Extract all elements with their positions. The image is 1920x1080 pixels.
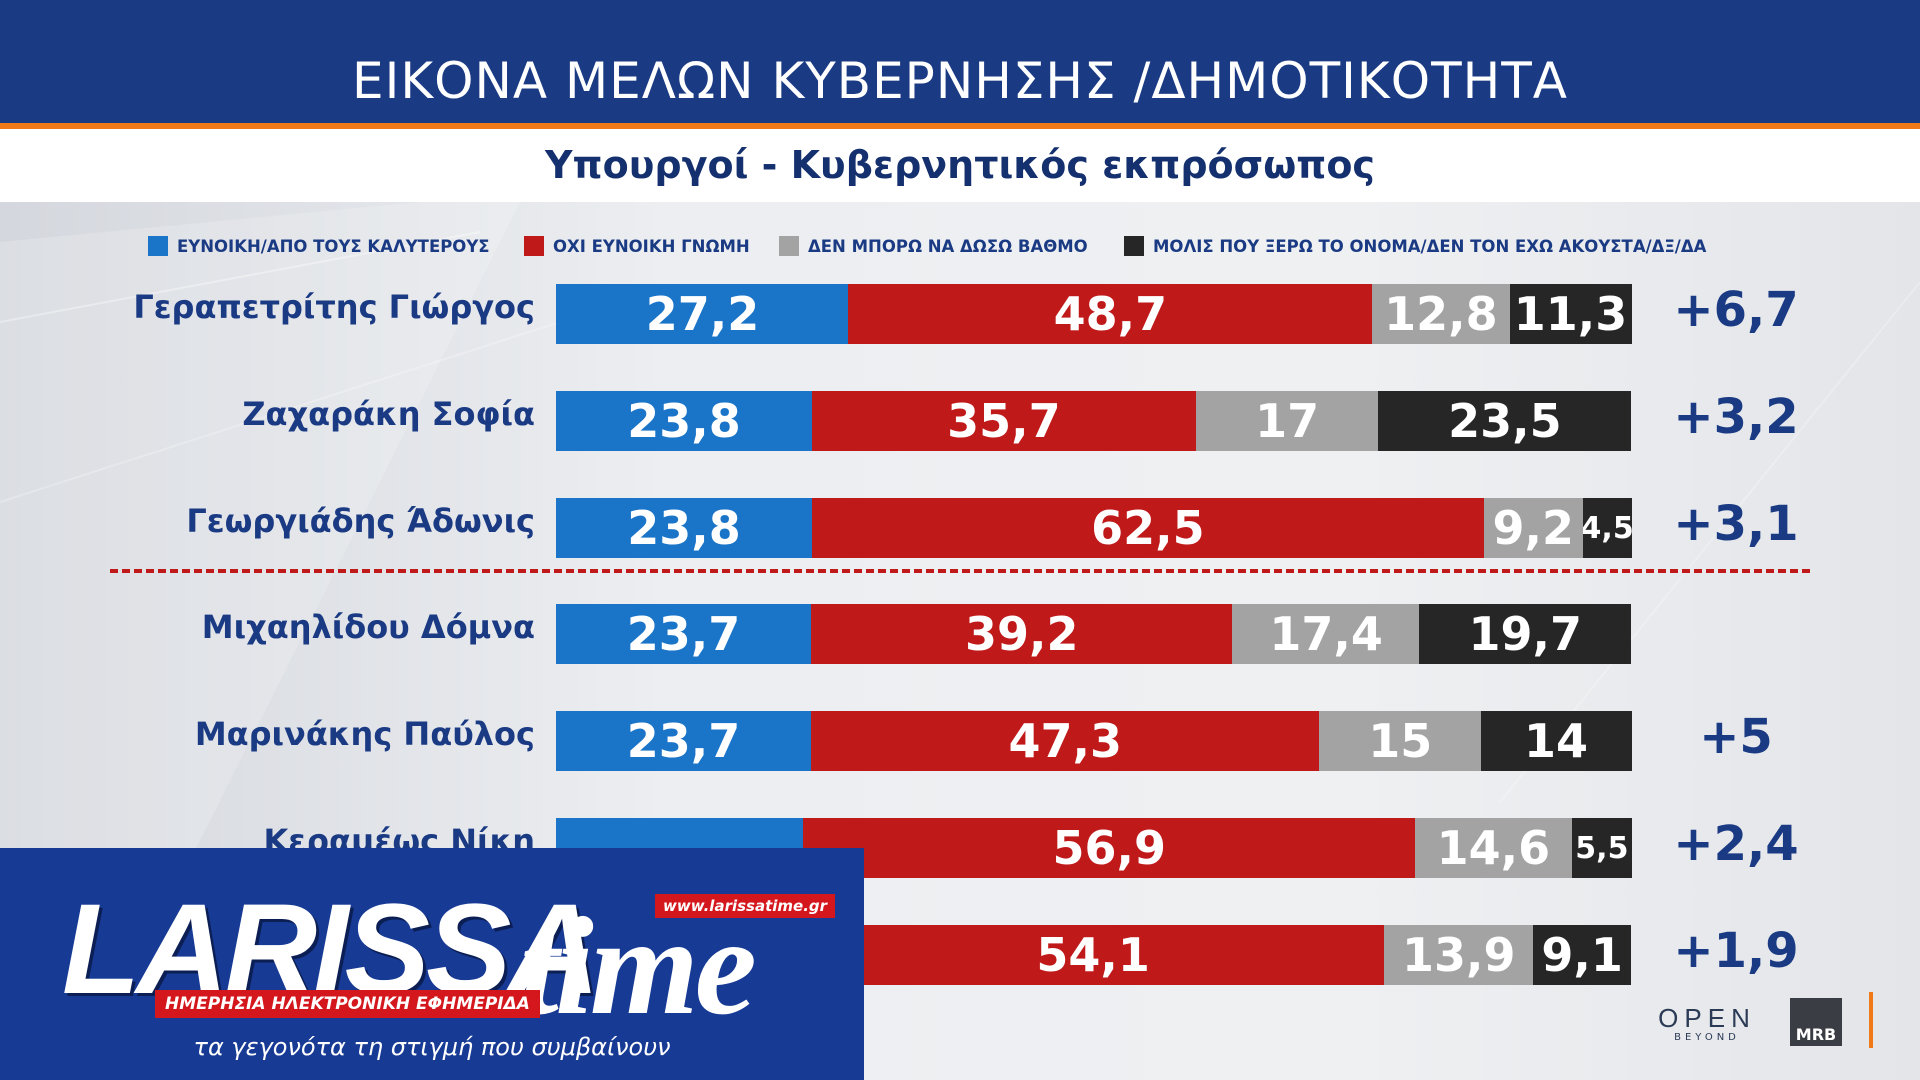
mrb-logo: MRB bbox=[1790, 998, 1842, 1046]
bar-unfavorable-row-2: 35,7 bbox=[811, 391, 1196, 451]
bar-unfavorable-row-1: 48,7 bbox=[848, 284, 1373, 344]
bar-barely-know-row-4: 19,7 bbox=[1419, 604, 1632, 664]
logo-slogan: τα γεγονότα τη στιγμή που συμβαίνουν bbox=[193, 1033, 671, 1061]
logo-url: www.larissatime.gr bbox=[655, 894, 836, 918]
legend-item-unfavorable: ΟΧΙ ΕΥΝΟΙΚΗ ΓΝΩΜΗ bbox=[524, 234, 750, 258]
bar-favorable-row-3: 23,8 bbox=[556, 498, 812, 558]
bar-favorable-row-4: 23,7 bbox=[556, 604, 811, 664]
bar-cannot-rate-row-4: 17,4 bbox=[1232, 604, 1421, 664]
legend-swatch-unfavorable bbox=[524, 236, 544, 256]
legend-item-favorable: ΕΥΝΟΙΚΗ/ΑΠΟ ΤΟΥΣ ΚΑΛΥΤΕΡΟΥΣ bbox=[148, 234, 490, 258]
bar-cannot-rate-row-1: 12,8 bbox=[1371, 284, 1510, 344]
chart-subtitle: Υπουργοί - Κυβερνητικός εκπρόσωπος bbox=[545, 143, 1375, 187]
bar-barely-know-row-6: 5,5 bbox=[1571, 818, 1632, 878]
bar-favorable-row-2: 23,8 bbox=[556, 391, 812, 451]
row-name-5: Μαρινάκης Παύλος bbox=[194, 715, 535, 753]
change-label-row-6: +2,4 bbox=[1673, 816, 1799, 872]
legend-item-barely-know: ΜΟΛΙΣ ΠΟΥ ΞΕΡΩ ΤΟ ΟΝΟΜΑ/ΔΕΝ ΤΟΝ ΕΧΩ ΑΚΟΥ… bbox=[1124, 234, 1706, 258]
legend-label-unfavorable: ΟΧΙ ΕΥΝΟΙΚΗ ΓΝΩΜΗ bbox=[553, 236, 750, 256]
bar-cannot-rate-row-3: 9,2 bbox=[1483, 498, 1583, 558]
larissatime-logo: LARISSA time www.larissatime.gr ΗΜΕΡΗΣΙΑ… bbox=[0, 848, 864, 1080]
change-label-row-5: +5 bbox=[1699, 709, 1773, 765]
open-logo-sub: BEYOND bbox=[1674, 1032, 1740, 1043]
row-name-1: Γεραπετρίτης Γιώργος bbox=[133, 288, 535, 326]
footer-accent-line bbox=[1869, 992, 1873, 1048]
legend-item-cannot-rate: ΔΕΝ ΜΠΟΡΩ ΝΑ ΔΩΣΩ ΒΑΘΜΟ bbox=[779, 234, 1088, 258]
bar-cannot-rate-row-7: 13,9 bbox=[1383, 925, 1534, 985]
bar-unfavorable-row-6: 56,9 bbox=[803, 818, 1416, 878]
bar-unfavorable-row-5: 47,3 bbox=[810, 711, 1320, 771]
change-label-row-2: +3,2 bbox=[1673, 389, 1799, 445]
open-logo-main: OPEN bbox=[1658, 1003, 1756, 1033]
bar-unfavorable-row-7: 54,1 bbox=[802, 925, 1385, 985]
bar-cannot-rate-row-5: 15 bbox=[1319, 711, 1482, 771]
bar-barely-know-row-2: 23,5 bbox=[1378, 391, 1632, 451]
row-name-4: Μιχαηλίδου Δόμνα bbox=[201, 608, 535, 646]
open-beyond-logo: OPEN BEYOND bbox=[1652, 1003, 1762, 1043]
bar-favorable-row-1: 27,2 bbox=[556, 284, 849, 344]
page-title: ΕΙΚΟΝΑ ΜΕΛΩΝ ΚΥΒΕΡΝΗΣΗΣ /ΔΗΜΟΤΙΚΟΤΗΤΑ bbox=[352, 52, 1568, 110]
legend-swatch-favorable bbox=[148, 236, 168, 256]
header-bar: ΕΙΚΟΝΑ ΜΕΛΩΝ ΚΥΒΕΡΝΗΣΗΣ /ΔΗΜΟΤΙΚΟΤΗΤΑ bbox=[0, 0, 1920, 123]
change-label-row-7: +1,9 bbox=[1673, 923, 1799, 979]
bar-barely-know-row-3: 4,5 bbox=[1582, 498, 1632, 558]
bar-favorable-row-5: 23,7 bbox=[556, 711, 811, 771]
bar-unfavorable-row-3: 62,5 bbox=[811, 498, 1484, 558]
bar-cannot-rate-row-6: 14,6 bbox=[1414, 818, 1572, 878]
bar-barely-know-row-5: 14 bbox=[1480, 711, 1632, 771]
row-name-2: Ζαχαράκη Σοφία bbox=[242, 395, 535, 433]
group-divider bbox=[110, 569, 1810, 573]
change-label-row-3: +3,1 bbox=[1673, 496, 1799, 552]
header-accent-line bbox=[0, 123, 1920, 129]
logo-tagline: ΗΜΕΡΗΣΙΑ ΗΛΕΚΤΡΟΝΙΚΗ ΕΦΗΜΕΡΙΔΑ bbox=[155, 990, 540, 1018]
bar-unfavorable-row-4: 39,2 bbox=[810, 604, 1233, 664]
change-label-row-1: +6,7 bbox=[1673, 282, 1799, 338]
legend-label-barely-know: ΜΟΛΙΣ ΠΟΥ ΞΕΡΩ ΤΟ ΟΝΟΜΑ/ΔΕΝ ΤΟΝ ΕΧΩ ΑΚΟΥ… bbox=[1153, 236, 1707, 256]
bar-barely-know-row-1: 11,3 bbox=[1509, 284, 1632, 344]
bar-cannot-rate-row-2: 17 bbox=[1195, 391, 1379, 451]
legend-swatch-barely-know bbox=[1124, 236, 1144, 256]
legend-label-cannot-rate: ΔΕΝ ΜΠΟΡΩ ΝΑ ΔΩΣΩ ΒΑΘΜΟ bbox=[808, 236, 1088, 256]
row-name-3: Γεωργιάδης Άδωνις bbox=[186, 502, 535, 540]
subtitle-band: Υπουργοί - Κυβερνητικός εκπρόσωπος bbox=[0, 129, 1920, 202]
legend-swatch-cannot-rate bbox=[779, 236, 799, 256]
bar-barely-know-row-7: 9,1 bbox=[1533, 925, 1632, 985]
legend-label-favorable: ΕΥΝΟΙΚΗ/ΑΠΟ ΤΟΥΣ ΚΑΛΥΤΕΡΟΥΣ bbox=[177, 236, 490, 256]
